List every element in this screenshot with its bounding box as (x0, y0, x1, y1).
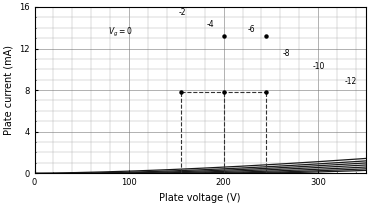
Text: -6: -6 (247, 25, 255, 34)
Text: -10: -10 (313, 62, 325, 71)
Text: $V_g = 0$: $V_g = 0$ (108, 26, 133, 40)
Y-axis label: Plate current (mA): Plate current (mA) (3, 45, 14, 135)
Text: -4: -4 (207, 20, 214, 29)
Text: -12: -12 (345, 77, 357, 86)
Text: -2: -2 (178, 8, 186, 17)
X-axis label: Plate voltage (V): Plate voltage (V) (159, 193, 241, 202)
Text: -8: -8 (282, 49, 290, 58)
